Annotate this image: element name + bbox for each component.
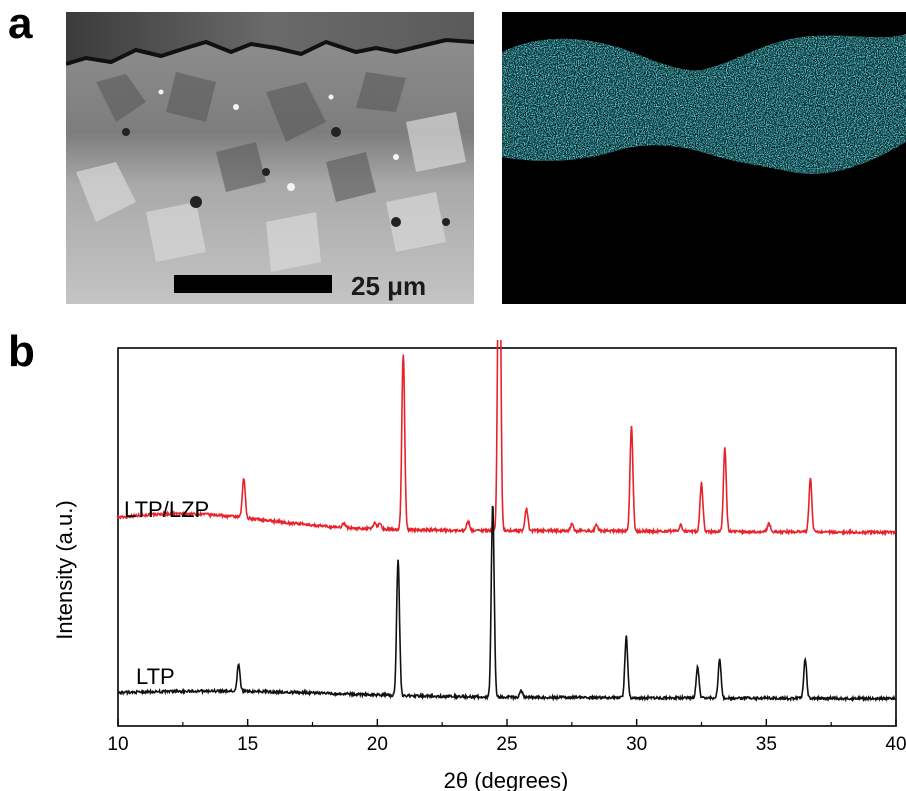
x-tick-label: 15 [237,734,258,755]
series-line-ltp-lzp [117,340,897,537]
sem-cross-section-image: 25 μm [66,12,474,304]
series-label-ltp-lzp: LTP/LZP [124,497,209,522]
x-tick-label: 25 [496,734,517,755]
x-axis-title: 2θ (degrees) [444,768,569,791]
plot-area-frame [117,347,897,727]
x-tick-label: 20 [367,734,388,755]
x-tick-label: 10 [107,734,128,755]
x-tick-label: 40 [885,734,906,755]
x-tick-label: 35 [756,734,777,755]
series-line-ltp [117,505,897,703]
xrd-chart: LTP/LZP LTP 10 15 20 25 30 35 40 Intensity (a.u… [52,340,906,791]
elemental-map-image [502,12,906,304]
x-tick-label: 30 [626,734,647,755]
panel-label-a: a [8,0,33,48]
series-label-ltp: LTP [136,664,175,689]
panel-label-b: b [8,327,35,376]
scale-bar-label: 25 μm [351,271,426,301]
y-axis-title: Intensity (a.u.) [52,500,77,639]
scale-bar [174,275,332,293]
